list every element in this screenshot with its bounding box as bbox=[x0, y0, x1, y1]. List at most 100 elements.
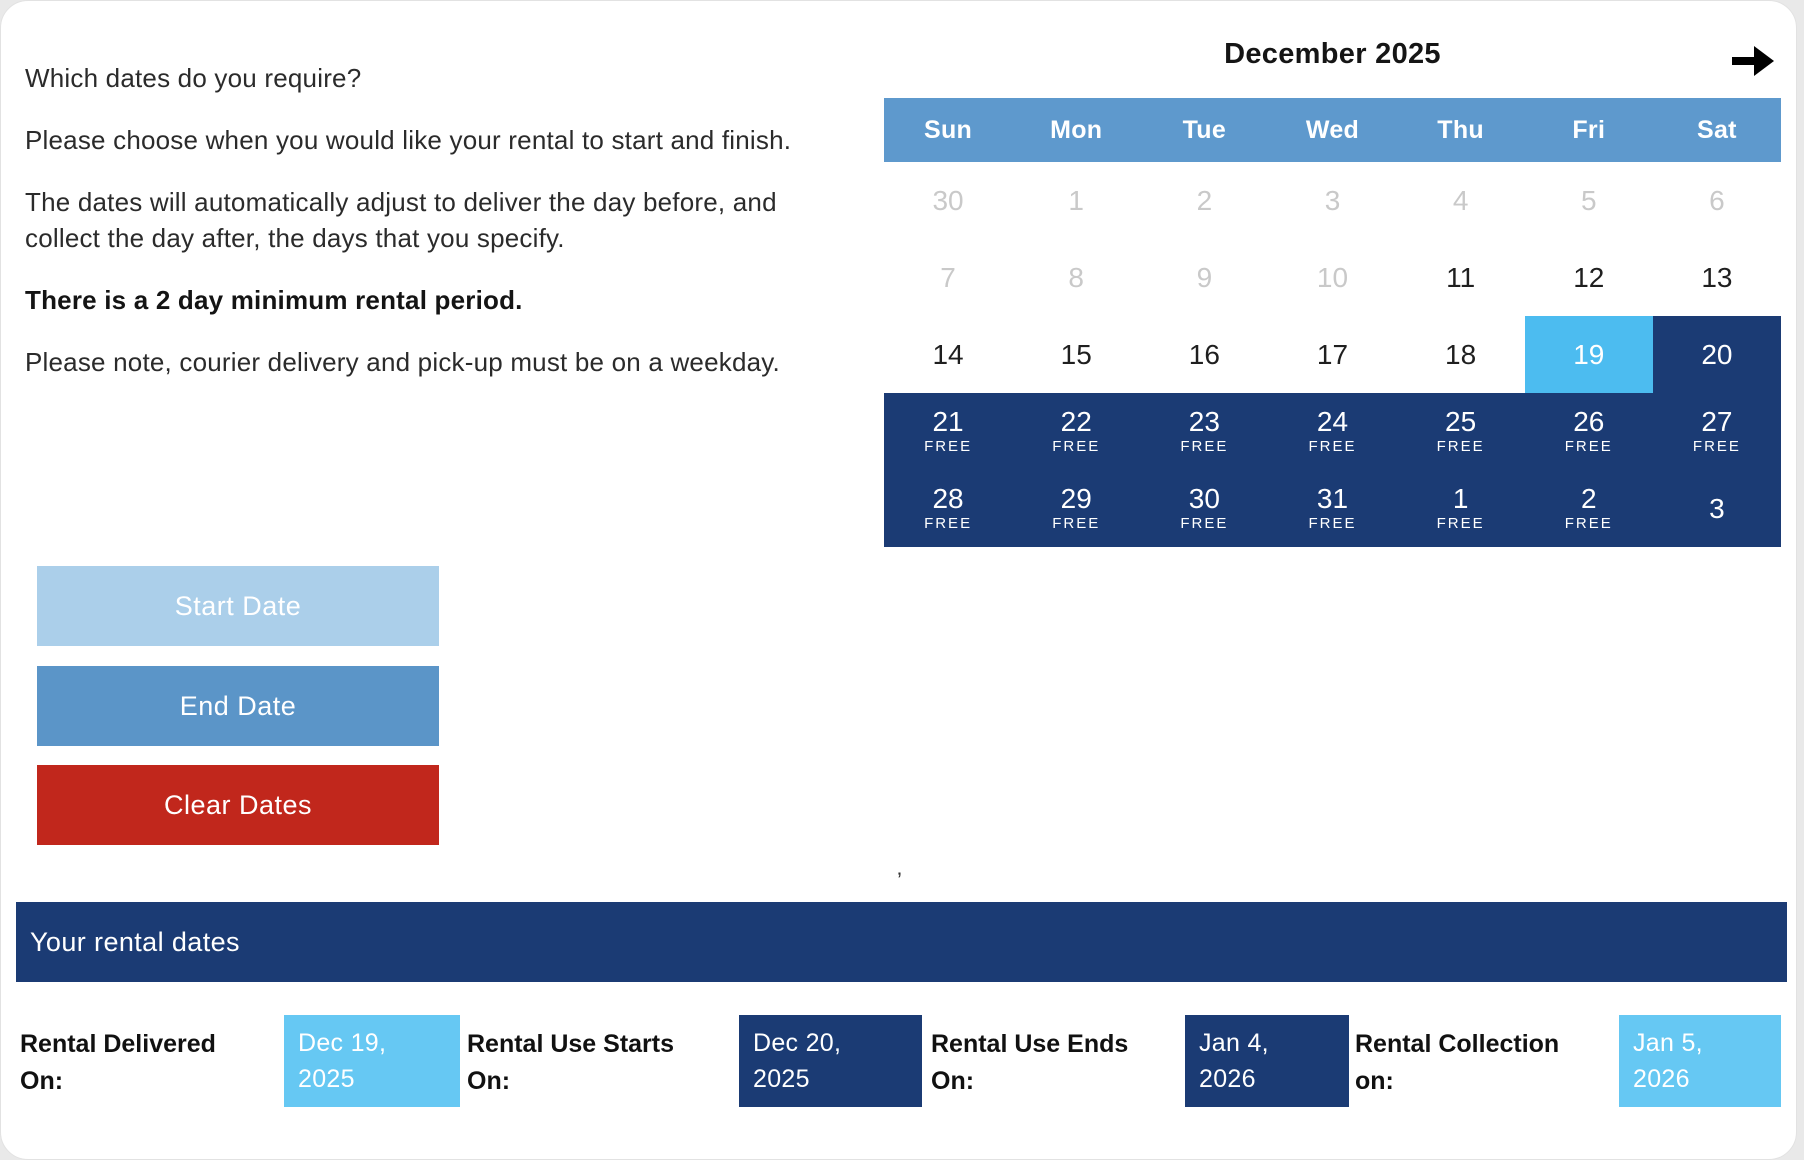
calendar-day-cell: 2 bbox=[1140, 162, 1268, 239]
intro-text-block: Which dates do you require? Please choos… bbox=[25, 60, 793, 406]
calendar-day-cell[interactable]: 27 FREE bbox=[1652, 393, 1781, 470]
weekday-label: Mon bbox=[1050, 115, 1103, 144]
calendar-day-cell[interactable]: 25 FREE bbox=[1396, 393, 1525, 470]
day-number: 3 bbox=[1324, 184, 1341, 216]
calendar-day-cell[interactable]: 12 bbox=[1525, 239, 1653, 316]
day-number: 14 bbox=[932, 338, 964, 370]
calendar-day-cell: 8 bbox=[1012, 239, 1140, 316]
weekday-label: Tue bbox=[1182, 115, 1227, 144]
day-number: 5 bbox=[1580, 184, 1597, 216]
calendar-day-cell[interactable]: 26 FREE bbox=[1524, 393, 1653, 470]
day-number: 26 bbox=[1573, 406, 1605, 437]
calendar-day-cell[interactable]: 20 bbox=[1652, 316, 1781, 393]
calendar-week-row: 21 FREE 22 FREE 23 FREE 24 FREE 25 FREE 26 FREE 27 FR… bbox=[884, 393, 1781, 470]
day-number: 24 bbox=[1316, 406, 1349, 437]
day-number: 3 bbox=[1709, 492, 1725, 524]
calendar-day-cell[interactable]: 1 FREE bbox=[1396, 470, 1525, 547]
day-number: 21 bbox=[932, 406, 964, 437]
free-label: FREE bbox=[924, 438, 973, 455]
calendar-day-cell[interactable]: 11 bbox=[1397, 239, 1525, 316]
rental-detail-label: Rental Delivered On: bbox=[20, 1030, 216, 1095]
next-month-arrow-icon[interactable] bbox=[1729, 38, 1775, 84]
clear-dates-button[interactable]: Clear Dates bbox=[37, 765, 439, 845]
end-date-button[interactable]: End Date bbox=[37, 666, 439, 746]
calendar-day-cell[interactable]: 28 FREE bbox=[884, 470, 1013, 547]
day-number: 31 bbox=[1316, 483, 1349, 514]
rental-detail-label: Rental Use Starts On: bbox=[467, 1030, 675, 1095]
day-number: 4 bbox=[1452, 184, 1469, 216]
start-date-button[interactable]: Start Date bbox=[37, 566, 439, 646]
intro-question: Which dates do you require? bbox=[25, 63, 362, 93]
free-label: FREE bbox=[1052, 438, 1101, 455]
calendar-weekday-header: Sun Mon Tue Wed Thu Fri Sat bbox=[884, 98, 1781, 162]
calendar-day-cell[interactable]: 19 bbox=[1524, 316, 1653, 393]
day-number: 11 bbox=[1446, 261, 1476, 293]
day-number: 23 bbox=[1188, 406, 1220, 437]
day-number: 30 bbox=[1188, 483, 1220, 514]
calendar-day-cell[interactable]: 13 bbox=[1653, 239, 1781, 316]
calendar-day-cell[interactable]: 3 bbox=[1652, 470, 1781, 547]
calendar-day-cell[interactable]: 14 bbox=[884, 316, 1012, 393]
calendar-day-cell: 6 bbox=[1653, 162, 1781, 239]
weekday-label: Wed bbox=[1305, 115, 1360, 144]
calendar-day-cell[interactable]: 16 bbox=[1140, 316, 1268, 393]
calendar: December 2025 Sun Mon Tue Wed Thu Fri Sat 30 1 2… bbox=[884, 30, 1781, 547]
intro-adjust-text: The dates will automatically adjust to d… bbox=[25, 187, 777, 253]
calendar-grid: 30 1 2 3 4 5 6 7 8 9 10 11 12 13 14 15 16 17 18 19 20 21 FREE 2… bbox=[884, 162, 1781, 547]
day-number: 20 bbox=[1701, 338, 1733, 370]
rental-dates-bar-title: Your rental dates bbox=[30, 926, 240, 957]
day-number: 25 bbox=[1445, 406, 1477, 437]
day-number: 15 bbox=[1060, 338, 1092, 370]
calendar-week-row: 14 15 16 17 18 19 20 bbox=[884, 316, 1781, 393]
day-number: 1 bbox=[1452, 483, 1469, 514]
calendar-day-cell: 4 bbox=[1397, 162, 1525, 239]
calendar-day-cell[interactable]: 22 FREE bbox=[1012, 393, 1141, 470]
weekday-label: Sun bbox=[924, 115, 973, 144]
day-number: 2 bbox=[1196, 184, 1213, 216]
calendar-day-cell[interactable]: 30 FREE bbox=[1140, 470, 1269, 547]
calendar-day-cell[interactable]: 21 FREE bbox=[884, 393, 1013, 470]
calendar-day-cell[interactable]: 29 FREE bbox=[1012, 470, 1141, 547]
stray-mark: ’ bbox=[897, 868, 902, 893]
day-number: 2 bbox=[1580, 483, 1597, 514]
intro-choose-text: Please choose when you would like your r… bbox=[25, 125, 792, 155]
weekday-label: Sat bbox=[1697, 115, 1737, 144]
day-number: 6 bbox=[1709, 184, 1725, 216]
rental-dates-bar: Your rental dates bbox=[16, 902, 1787, 982]
calendar-day-cell[interactable]: 24 FREE bbox=[1268, 393, 1397, 470]
rental-detail-date-box: Dec 19, 2025 bbox=[284, 1015, 460, 1107]
minimum-rental-notice: There is a 2 day minimum rental period. bbox=[25, 285, 523, 315]
free-label: FREE bbox=[1180, 515, 1229, 532]
free-label: FREE bbox=[1692, 438, 1741, 455]
day-number: 30 bbox=[932, 184, 964, 216]
free-label: FREE bbox=[924, 515, 973, 532]
calendar-week-row: 28 FREE 29 FREE 30 FREE 31 FREE 1 FREE 2 FREE 3 bbox=[884, 470, 1781, 547]
calendar-month-title: December 2025 bbox=[1224, 38, 1441, 70]
calendar-day-cell[interactable]: 17 bbox=[1268, 316, 1396, 393]
rental-detail-label: Rental Use Ends On: bbox=[931, 1030, 1129, 1095]
calendar-day-cell[interactable]: 2 FREE bbox=[1524, 470, 1653, 547]
calendar-day-cell[interactable]: 18 bbox=[1397, 316, 1525, 393]
free-label: FREE bbox=[1052, 515, 1101, 532]
calendar-day-cell: 7 bbox=[884, 239, 1012, 316]
calendar-day-cell[interactable]: 31 FREE bbox=[1268, 470, 1397, 547]
day-number: 28 bbox=[932, 483, 964, 514]
day-number: 7 bbox=[940, 261, 956, 293]
calendar-day-cell[interactable]: 23 FREE bbox=[1140, 393, 1269, 470]
calendar-day-cell: 1 bbox=[1012, 162, 1140, 239]
day-number: 18 bbox=[1445, 338, 1477, 370]
calendar-day-cell[interactable]: 15 bbox=[1012, 316, 1140, 393]
day-number: 17 bbox=[1316, 338, 1349, 370]
day-number: 19 bbox=[1573, 338, 1605, 370]
calendar-day-cell: 5 bbox=[1525, 162, 1653, 239]
calendar-day-cell: 9 bbox=[1140, 239, 1268, 316]
rental-detail-label: Rental Collection on: bbox=[1355, 1030, 1560, 1095]
rental-detail-date-box: Jan 4, 2026 bbox=[1185, 1015, 1349, 1107]
weekday-label: Fri bbox=[1572, 115, 1606, 144]
rental-detail-date-box: Dec 20, 2025 bbox=[739, 1015, 922, 1107]
day-number: 8 bbox=[1068, 261, 1084, 293]
calendar-day-cell: 3 bbox=[1268, 162, 1396, 239]
day-number: 12 bbox=[1573, 261, 1605, 293]
day-number: 16 bbox=[1188, 338, 1220, 370]
day-number: 22 bbox=[1060, 406, 1092, 437]
